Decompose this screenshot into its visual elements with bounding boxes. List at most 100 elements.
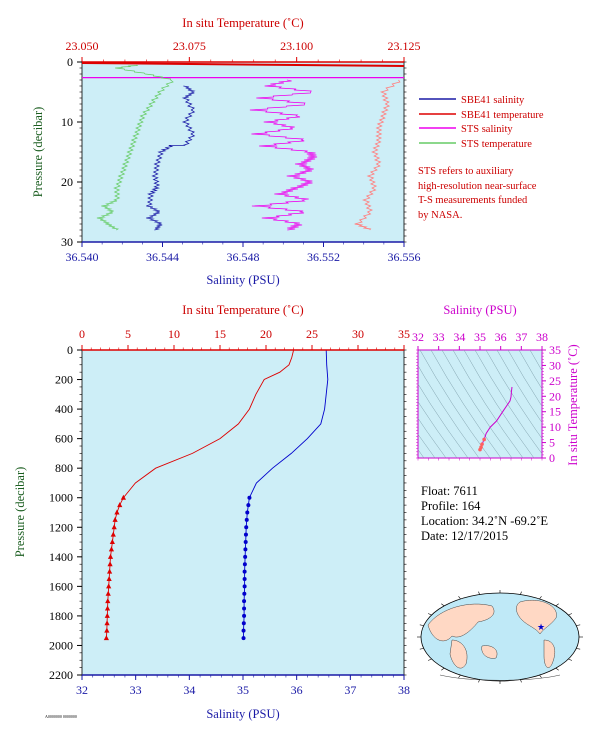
ts-density-contour xyxy=(518,350,542,390)
salinity-marker xyxy=(246,503,251,508)
profile-date: Date: 12/17/2015 xyxy=(421,529,508,543)
temperature-marker xyxy=(106,583,112,589)
legend-label-sbe41-salinity: SBE41 salinity xyxy=(461,95,525,106)
temperature-marker xyxy=(107,561,113,567)
main-pressure-tick-label: 600 xyxy=(55,432,73,446)
map-graticule-tick xyxy=(428,613,432,616)
main-salinity-tick-label: 35 xyxy=(237,683,249,697)
world-map: ★ xyxy=(417,590,583,684)
ts-point xyxy=(482,437,486,442)
ts-density-contour xyxy=(496,350,542,424)
salinity-marker xyxy=(243,547,248,552)
ts-density-contour xyxy=(418,417,447,458)
salinity-marker xyxy=(241,628,246,633)
map-graticule-tick xyxy=(555,603,559,607)
top-panel-pressure-tick-label: 10 xyxy=(61,115,73,129)
ts-salinity-axis-title: Salinity (PSU) xyxy=(443,303,516,317)
ts-salinity-tick-label: 34 xyxy=(453,330,465,344)
main-pressure-tick-label: 1400 xyxy=(49,550,73,564)
ts-density-contour xyxy=(529,350,542,372)
legend-label-sbe41-temperature: SBE41 temperature xyxy=(461,110,544,121)
temperature-marker xyxy=(104,627,110,633)
temperature-marker xyxy=(112,516,118,522)
sts-note-line-2: high-resolution near-surface xyxy=(418,181,537,192)
top-panel-pressure-axis-title: Pressure (decibar) xyxy=(31,107,45,198)
float-position-marker-icon: ★ xyxy=(537,622,545,632)
map-graticule-tick xyxy=(458,674,461,678)
map-graticule-tick xyxy=(441,667,445,671)
map-graticule-tick xyxy=(555,667,559,671)
ts-temperature-tick-label: 15 xyxy=(549,405,561,419)
temperature-marker xyxy=(120,494,126,500)
salinity-marker xyxy=(245,510,250,515)
map-graticule-tick xyxy=(478,591,480,595)
ts-temperature-tick-label: 0 xyxy=(549,451,555,465)
main-series-group xyxy=(103,349,329,641)
top-legend: SBE41 salinity SBE41 temperature STS sal… xyxy=(419,95,544,150)
map-graticule-tick xyxy=(576,624,581,626)
main-pressure-tick-label: 0 xyxy=(67,343,73,357)
sts-note-line-1: STS refers to auxiliary xyxy=(418,166,514,177)
salinity-marker xyxy=(242,599,247,604)
ts-point xyxy=(480,442,484,446)
main-temperature-tick-label: 25 xyxy=(306,327,318,341)
temperature-marker xyxy=(104,620,110,626)
ts-salinity-tick-label: 35 xyxy=(474,330,486,344)
main-salinity-tick-label: 36 xyxy=(291,683,303,697)
main-pressure-tick-label: 2200 xyxy=(49,668,73,682)
top-panel-salinity-tick-label: 36.548 xyxy=(227,250,260,264)
sts-note-line-3: T-S measurements funded xyxy=(418,195,528,206)
top-axes-group: 23.050 23.075 23.100 23.125 36.540 36.544 36.5… xyxy=(61,39,421,264)
salinity-marker xyxy=(247,495,252,500)
ts-temperature-tick-label: 20 xyxy=(549,389,561,403)
main-panel-temperature-axis-title: In situ Temperature (˚C) xyxy=(182,303,303,317)
temperature-marker xyxy=(114,509,120,515)
top-panel-salinity-tick-label: 36.556 xyxy=(388,250,421,264)
top-panel-salinity-axis-title: Salinity (PSU) xyxy=(206,273,279,287)
ts-salinity-tick-label: 32 xyxy=(412,330,424,344)
ts-density-contour xyxy=(463,350,535,458)
salinity-marker xyxy=(243,532,248,537)
temperature-marker xyxy=(108,546,115,552)
map-ticks xyxy=(417,590,583,684)
map-land-antarctica xyxy=(439,674,561,681)
salinity-marker xyxy=(242,576,247,581)
main-salinity-tick-label: 37 xyxy=(344,683,356,697)
main-temperature-tick-label: 10 xyxy=(168,327,180,341)
main-axes-group: 0 5 10 15 20 25 30 35 32 33 34 35 36 37 38 0 200 400 600 80… xyxy=(49,327,410,697)
main-pressure-tick-label: 2000 xyxy=(49,638,73,652)
map-land-eurasia xyxy=(427,603,495,642)
ts-density-contour xyxy=(430,350,502,458)
temperature-marker xyxy=(104,605,111,611)
temperature-marker xyxy=(105,598,111,604)
main-plot-area xyxy=(81,349,405,676)
map-graticule-tick xyxy=(539,674,542,678)
ts-density-contour xyxy=(452,350,524,458)
top-panel-pressure-tick-label: 30 xyxy=(61,235,73,249)
main-panel-salinity-axis-title: Salinity (PSU) xyxy=(206,707,279,721)
ts-salinity-tick-label: 36 xyxy=(495,330,507,344)
main-panel-pressure-axis-title: Pressure (decibar) xyxy=(13,467,27,558)
ts-series-group xyxy=(478,386,513,452)
top-series-group xyxy=(81,62,405,231)
map-land-australia xyxy=(481,645,498,659)
salinity-marker xyxy=(244,517,249,522)
main-salinity-tick-label: 34 xyxy=(183,683,195,697)
main-temperature-tick-label: 30 xyxy=(352,327,364,341)
temperature-marker xyxy=(110,531,116,537)
ts-salinity-tick-label: 37 xyxy=(515,330,527,344)
ts-density-contour xyxy=(418,433,436,458)
ts-point xyxy=(479,445,483,450)
float-info: Float: 7611 Profile: 164 Location: 34.2˚… xyxy=(421,484,548,543)
sts-note: STS refers to auxiliary high-resolution … xyxy=(418,166,537,221)
main-pressure-tick-label: 1000 xyxy=(49,491,73,505)
salinity-marker xyxy=(241,621,246,626)
top-panel-temperature-tick-label: 23.125 xyxy=(388,39,421,53)
map-land-south-america xyxy=(543,639,555,668)
temperature-marker xyxy=(107,553,114,559)
map-graticule-tick xyxy=(520,679,522,683)
series-sbe41-salinity xyxy=(146,85,196,231)
main-pressure-tick-label: 1800 xyxy=(49,609,73,623)
